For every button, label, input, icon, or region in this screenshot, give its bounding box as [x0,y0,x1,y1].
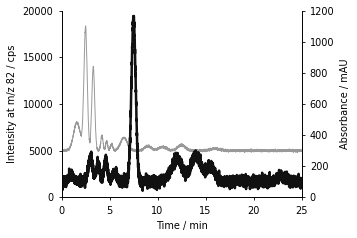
X-axis label: Time / min: Time / min [156,221,207,231]
Y-axis label: Absorbance / mAU: Absorbance / mAU [340,59,350,149]
Y-axis label: Intensity at m/z 82 / cps: Intensity at m/z 82 / cps [7,45,17,163]
